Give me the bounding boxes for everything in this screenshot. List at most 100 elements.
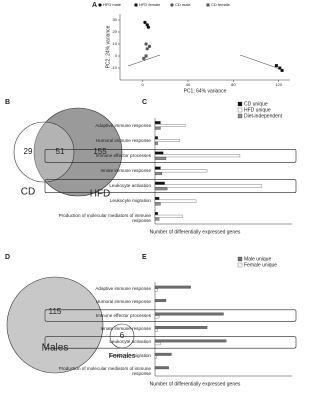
figure: A 0 40 80 120 -10 0 10 20 30 PC1: 64% variance PC2:… <box>5 2 297 387</box>
point <box>280 68 284 72</box>
legend-swatch <box>237 262 243 268</box>
bar <box>154 339 227 343</box>
x-axis-label: Number of differentially expressed genes <box>150 381 241 387</box>
set-label: CD <box>21 187 35 198</box>
bar <box>154 187 168 191</box>
x-tick-label: 80 <box>231 82 236 87</box>
y-tick-label: 20 <box>113 29 118 34</box>
point <box>147 44 152 49</box>
bar <box>154 154 241 158</box>
set-label: HFD <box>90 189 111 200</box>
panel-letter: E <box>142 254 147 261</box>
bar <box>154 214 183 218</box>
bar <box>154 299 167 302</box>
y-tick-label: 10 <box>113 41 118 46</box>
x-tick-label: 120 <box>275 82 282 87</box>
legend-label: HFD unique <box>244 107 271 113</box>
legend-marker <box>98 3 102 7</box>
legend-label: HFD female <box>139 2 161 7</box>
legend-swatch <box>237 101 243 107</box>
category-label: Immune effector processes <box>95 152 151 158</box>
bar <box>154 285 191 289</box>
venn-set <box>13 121 75 183</box>
y-tick-label: 0 <box>115 53 118 58</box>
point <box>145 47 149 51</box>
point <box>146 25 150 29</box>
venn-count: 6 <box>120 331 125 340</box>
legend-marker <box>170 3 174 7</box>
bar <box>154 169 208 173</box>
point <box>144 42 148 46</box>
category-label: Adaptive immune response <box>95 122 151 128</box>
bar <box>154 288 158 292</box>
legend-label: CD unique <box>244 101 268 107</box>
category-label: Humoral immune response <box>95 299 151 305</box>
venn-count: 29 <box>24 147 33 156</box>
category-label: Immune effector processes <box>95 312 151 318</box>
venn-set <box>6 276 104 374</box>
arrow <box>127 54 161 67</box>
highlight-box <box>44 336 297 349</box>
category-label: Innate immune response <box>100 168 151 173</box>
x-axis-label: PC1: 64% variance <box>184 88 227 94</box>
bar <box>154 172 162 176</box>
bar <box>154 121 161 125</box>
category-label: Humoral immune response <box>95 137 151 143</box>
bar <box>154 184 263 188</box>
point <box>144 54 148 58</box>
point <box>145 23 149 27</box>
bar <box>154 136 158 140</box>
bar <box>154 366 169 370</box>
set-label: Females <box>109 353 136 360</box>
highlight-box <box>44 179 297 194</box>
bar <box>154 217 160 221</box>
category-label: Leukocyte activation <box>109 183 151 189</box>
point <box>274 64 278 68</box>
category-label: Production of molecular mediators of imm… <box>58 213 151 224</box>
category-label: Leukocyte migration <box>109 198 151 204</box>
panel-letter: C <box>142 99 147 106</box>
bar <box>154 312 224 316</box>
highlight-box <box>44 148 297 163</box>
category-label: Leukocyte migration <box>109 352 151 358</box>
venn-count: 155 <box>93 147 107 156</box>
legend-label: Female unique <box>244 262 277 268</box>
x-axis-label: Number of differentially expressed genes <box>150 229 241 235</box>
x-tick-label: 40 <box>186 82 191 87</box>
legend-label: Male unique <box>244 256 271 262</box>
bar <box>154 139 180 142</box>
bar <box>154 328 158 332</box>
bar <box>154 124 186 127</box>
bar <box>154 181 165 185</box>
bar <box>154 141 158 145</box>
bar <box>154 326 208 329</box>
legend-label: Diet-independent <box>244 113 283 119</box>
bar <box>154 157 167 160</box>
bar <box>154 126 161 130</box>
bar <box>154 212 158 215</box>
x-tick-label: 0 <box>142 82 145 87</box>
point <box>142 56 146 60</box>
bar <box>154 151 164 155</box>
panel-letter: D <box>5 254 10 261</box>
panel-letter: B <box>5 99 10 106</box>
category-label: Leukocyte activation <box>109 339 151 345</box>
figure-canvas: A 0 40 80 120 -10 0 10 20 30 PC1: 64% variance PC2:… <box>5 2 297 387</box>
legend-marker <box>134 3 138 7</box>
bar <box>154 352 172 356</box>
venn-count: 51 <box>56 147 65 156</box>
legend-marker <box>206 3 210 7</box>
legend-swatch <box>237 256 243 262</box>
legend-swatch <box>237 113 243 119</box>
category-label: Innate immune response <box>100 326 151 331</box>
venn-count: 115 <box>49 307 62 316</box>
legend-swatch <box>237 107 243 113</box>
bar <box>154 196 160 200</box>
panel-letter: A <box>92 2 97 9</box>
arrow <box>239 54 284 71</box>
y-tick-label: 30 <box>113 17 118 22</box>
legend-label: HFD male <box>103 2 122 7</box>
bar <box>154 315 160 319</box>
point <box>143 20 147 24</box>
bar <box>154 342 161 346</box>
